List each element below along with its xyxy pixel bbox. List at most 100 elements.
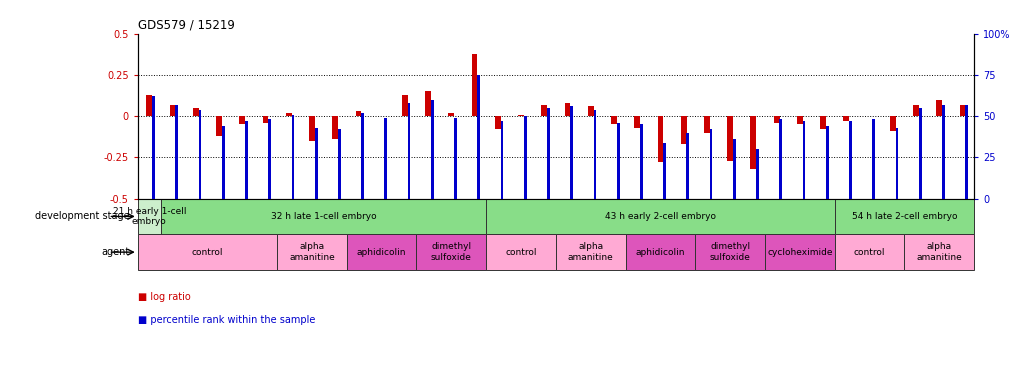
Bar bbox=[587, 106, 593, 116]
Bar bbox=[448, 113, 453, 116]
Bar bbox=[147, 95, 152, 116]
Bar bbox=[834, 234, 904, 270]
Bar bbox=[755, 149, 758, 199]
Bar bbox=[727, 116, 733, 160]
Bar bbox=[802, 121, 805, 199]
Bar bbox=[161, 199, 486, 234]
Bar bbox=[819, 116, 825, 129]
Bar bbox=[825, 126, 827, 199]
Bar bbox=[541, 105, 546, 116]
Bar bbox=[912, 105, 918, 116]
Text: alpha
amanitine: alpha amanitine bbox=[915, 243, 961, 262]
Bar bbox=[843, 116, 849, 121]
Bar bbox=[384, 118, 387, 199]
Bar bbox=[616, 123, 619, 199]
Bar bbox=[942, 105, 944, 199]
Bar bbox=[138, 199, 161, 234]
Bar bbox=[686, 133, 689, 199]
Text: alpha
amanitine: alpha amanitine bbox=[288, 243, 334, 262]
Text: agent: agent bbox=[101, 247, 129, 257]
Text: control: control bbox=[853, 248, 884, 256]
Bar bbox=[500, 121, 503, 199]
Bar bbox=[262, 116, 268, 123]
Text: alpha
amanitine: alpha amanitine bbox=[568, 243, 613, 262]
Bar bbox=[895, 128, 898, 199]
Text: ■ log ratio: ■ log ratio bbox=[138, 292, 191, 303]
Bar bbox=[959, 105, 964, 116]
Bar bbox=[546, 108, 549, 199]
Bar bbox=[625, 234, 695, 270]
Bar bbox=[216, 116, 222, 136]
Text: development stage: development stage bbox=[35, 211, 129, 221]
Bar bbox=[935, 100, 942, 116]
Bar bbox=[639, 124, 642, 199]
Bar bbox=[430, 100, 433, 199]
Bar bbox=[964, 105, 967, 199]
Text: aphidicolin: aphidicolin bbox=[357, 248, 406, 256]
Bar bbox=[773, 116, 779, 123]
Text: control: control bbox=[192, 248, 223, 256]
Bar bbox=[555, 234, 625, 270]
Text: GDS579 / 15219: GDS579 / 15219 bbox=[138, 18, 234, 31]
Bar bbox=[277, 234, 346, 270]
Text: 43 h early 2-cell embryo: 43 h early 2-cell embryo bbox=[604, 212, 715, 221]
Bar bbox=[570, 106, 573, 199]
Bar bbox=[750, 116, 755, 169]
Bar bbox=[733, 139, 735, 199]
Bar bbox=[477, 75, 480, 199]
Bar bbox=[904, 234, 973, 270]
Bar bbox=[285, 113, 291, 116]
Bar bbox=[169, 105, 175, 116]
Bar bbox=[657, 116, 662, 162]
Bar bbox=[138, 234, 277, 270]
Bar bbox=[315, 128, 317, 199]
Bar bbox=[494, 116, 500, 129]
Bar bbox=[221, 126, 224, 199]
Bar bbox=[401, 95, 408, 116]
Bar bbox=[199, 110, 201, 199]
Text: dimethyl
sulfoxide: dimethyl sulfoxide bbox=[709, 243, 750, 262]
Text: 54 h late 2-cell embryo: 54 h late 2-cell embryo bbox=[851, 212, 956, 221]
Bar bbox=[193, 108, 199, 116]
Bar bbox=[416, 234, 486, 270]
Bar bbox=[695, 234, 764, 270]
Bar bbox=[453, 118, 457, 199]
Bar bbox=[408, 103, 410, 199]
Bar bbox=[889, 116, 895, 131]
Bar bbox=[848, 121, 851, 199]
Bar bbox=[834, 199, 973, 234]
Text: ■ percentile rank within the sample: ■ percentile rank within the sample bbox=[138, 315, 315, 325]
Bar bbox=[871, 120, 874, 199]
Text: dimethyl
sulfoxide: dimethyl sulfoxide bbox=[430, 243, 472, 262]
Bar bbox=[471, 54, 477, 116]
Bar bbox=[662, 142, 665, 199]
Bar bbox=[268, 120, 271, 199]
Bar bbox=[175, 105, 178, 199]
Bar bbox=[346, 234, 416, 270]
Bar bbox=[593, 110, 596, 199]
Text: 21 h early 1-cell
embryо: 21 h early 1-cell embryо bbox=[112, 207, 185, 226]
Bar bbox=[680, 116, 686, 144]
Bar bbox=[356, 111, 361, 116]
Bar bbox=[486, 199, 834, 234]
Bar bbox=[239, 116, 245, 124]
Bar bbox=[332, 116, 337, 139]
Bar bbox=[245, 121, 248, 199]
Bar bbox=[361, 113, 364, 199]
Bar bbox=[291, 114, 294, 199]
Text: control: control bbox=[504, 248, 536, 256]
Bar bbox=[634, 116, 640, 128]
Text: cycloheximide: cycloheximide bbox=[766, 248, 832, 256]
Bar bbox=[565, 103, 570, 116]
Bar bbox=[703, 116, 709, 133]
Text: 32 h late 1-cell embryo: 32 h late 1-cell embryo bbox=[270, 212, 376, 221]
Bar bbox=[152, 96, 155, 199]
Bar bbox=[709, 129, 712, 199]
Bar bbox=[764, 234, 834, 270]
Bar bbox=[425, 92, 431, 116]
Bar bbox=[524, 116, 526, 199]
Bar bbox=[309, 116, 315, 141]
Bar bbox=[779, 120, 782, 199]
Bar bbox=[518, 114, 524, 116]
Bar bbox=[337, 129, 340, 199]
